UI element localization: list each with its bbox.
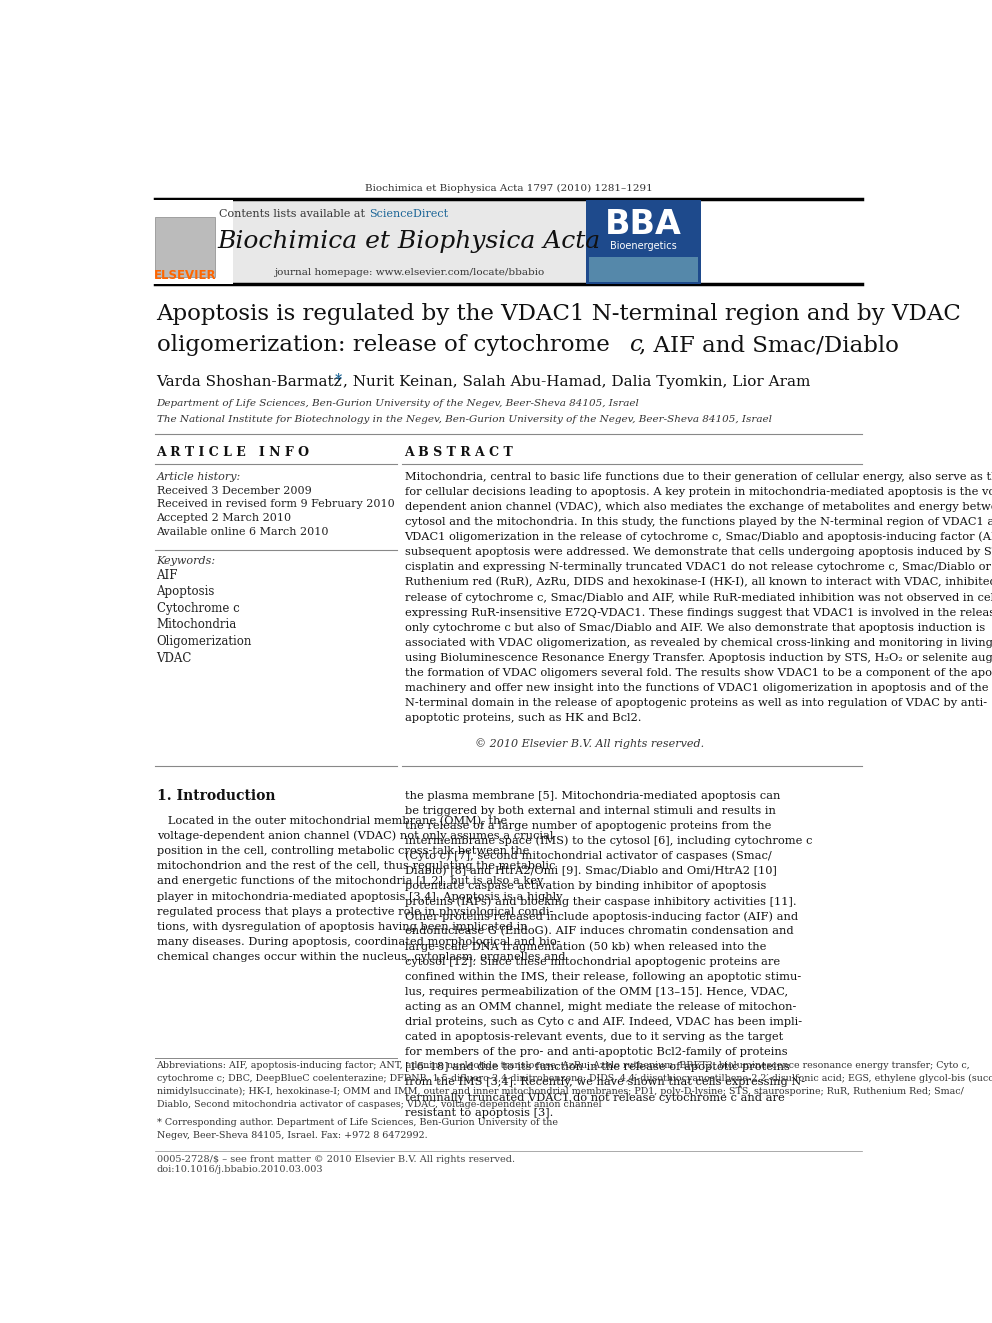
Text: voltage-dependent anion channel (VDAC) not only assumes a crucial: voltage-dependent anion channel (VDAC) n… (157, 831, 553, 841)
FancyBboxPatch shape (155, 217, 215, 278)
Text: Other proteins released include apoptosis-inducing factor (AIF) and: Other proteins released include apoptosi… (405, 912, 798, 922)
Text: regulated process that plays a protective role in physiological condi-: regulated process that plays a protectiv… (157, 906, 553, 917)
FancyBboxPatch shape (152, 200, 586, 283)
Text: Mitochondria, central to basic life functions due to their generation of cellula: Mitochondria, central to basic life func… (405, 472, 992, 482)
Text: endonuclease G (EndoG). AIF induces chromatin condensation and: endonuclease G (EndoG). AIF induces chro… (405, 926, 794, 937)
Text: apoptotic proteins, such as HK and Bcl2.: apoptotic proteins, such as HK and Bcl2. (405, 713, 641, 724)
Text: Received in revised form 9 February 2010: Received in revised form 9 February 2010 (157, 500, 394, 509)
Text: acting as an OMM channel, might mediate the release of mitochon-: acting as an OMM channel, might mediate … (405, 1002, 796, 1012)
Text: © 2010 Elsevier B.V. All rights reserved.: © 2010 Elsevier B.V. All rights reserved… (475, 738, 704, 749)
FancyBboxPatch shape (586, 200, 700, 283)
Text: dependent anion channel (VDAC), which also mediates the exchange of metabolites : dependent anion channel (VDAC), which al… (405, 501, 992, 512)
Text: cytosol [12]. Since these mitochondrial apoptogenic proteins are: cytosol [12]. Since these mitochondrial … (405, 957, 780, 967)
Text: ScienceDirect: ScienceDirect (369, 209, 448, 220)
Text: c: c (629, 335, 642, 356)
Text: *: * (335, 373, 342, 386)
Text: intermembrane space (IMS) to the cytosol [6], including cytochrome c: intermembrane space (IMS) to the cytosol… (405, 836, 811, 847)
Text: player in mitochondria-mediated apoptosis [3,4]. Apoptosis is a highly: player in mitochondria-mediated apoptosi… (157, 892, 562, 901)
Text: Available online 6 March 2010: Available online 6 March 2010 (157, 527, 329, 537)
Text: doi:10.1016/j.bbabio.2010.03.003: doi:10.1016/j.bbabio.2010.03.003 (157, 1166, 323, 1175)
Text: the release of a large number of apoptogenic proteins from the: the release of a large number of apoptog… (405, 820, 771, 831)
Text: N-terminal domain in the release of apoptogenic proteins as well as into regulat: N-terminal domain in the release of apop… (405, 699, 987, 708)
Text: lus, requires permeabilization of the OMM [13–15]. Hence, VDAC,: lus, requires permeabilization of the OM… (405, 987, 788, 998)
Text: terminally truncated VDAC1 do not release cytochrome c and are: terminally truncated VDAC1 do not releas… (405, 1093, 785, 1102)
Text: Contents lists available at: Contents lists available at (218, 209, 368, 220)
Text: from the IMS [3,4]. Recently, we have shown that cells expressing N-: from the IMS [3,4]. Recently, we have sh… (405, 1077, 805, 1088)
Text: subsequent apoptosis were addressed. We demonstrate that cells undergoing apopto: subsequent apoptosis were addressed. We … (405, 548, 992, 557)
Text: Cytochrome c: Cytochrome c (157, 602, 239, 615)
Text: journal homepage: www.elsevier.com/locate/bbabio: journal homepage: www.elsevier.com/locat… (274, 269, 545, 278)
Text: Located in the outer mitochondrial membrane (OMM), the: Located in the outer mitochondrial membr… (157, 816, 507, 827)
Text: cisplatin and expressing N-terminally truncated VDAC1 do not release cytochrome : cisplatin and expressing N-terminally tr… (405, 562, 992, 573)
Text: A B S T R A C T: A B S T R A C T (405, 446, 513, 459)
Text: release of cytochrome c, Smac/Diablo and AIF, while RuR-mediated inhibition was : release of cytochrome c, Smac/Diablo and… (405, 593, 992, 602)
Text: 1. Introduction: 1. Introduction (157, 789, 275, 803)
Text: nimidylsuccinate); HK-I, hexokinase-I; OMM and IMM, outer and inner mitochondria: nimidylsuccinate); HK-I, hexokinase-I; O… (157, 1088, 963, 1097)
Text: Biochimica et Biophysica Acta 1797 (2010) 1281–1291: Biochimica et Biophysica Acta 1797 (2010… (364, 184, 653, 193)
Text: for cellular decisions leading to apoptosis. A key protein in mitochondria-media: for cellular decisions leading to apopto… (405, 487, 992, 497)
Text: machinery and offer new insight into the functions of VDAC1 oligomerization in a: machinery and offer new insight into the… (405, 683, 992, 693)
Text: the plasma membrane [5]. Mitochondria-mediated apoptosis can: the plasma membrane [5]. Mitochondria-me… (405, 791, 780, 800)
Text: using Bioluminescence Resonance Energy Transfer. Apoptosis induction by STS, H₂O: using Bioluminescence Resonance Energy T… (405, 652, 992, 663)
Text: Mitochondria: Mitochondria (157, 618, 237, 631)
Text: chemical changes occur within the nucleus, cytoplasm, organelles and: chemical changes occur within the nucleu… (157, 953, 565, 962)
Text: cytochrome c; DBC, DeepBlueC coelenterazine; DFDNB, 1,5-difluoro-2,4-dinitrobenz: cytochrome c; DBC, DeepBlueC coelenteraz… (157, 1074, 992, 1084)
Text: tions, with dysregulation of apoptosis having been implicated in: tions, with dysregulation of apoptosis h… (157, 922, 527, 931)
Text: ELSEVIER: ELSEVIER (154, 269, 216, 282)
Text: cytosol and the mitochondria. In this study, the functions played by the N-termi: cytosol and the mitochondria. In this st… (405, 517, 992, 527)
Text: (Cyto c) [7], second mitochondrial activator of caspases (Smac/: (Cyto c) [7], second mitochondrial activ… (405, 851, 772, 861)
Text: potentiate caspase activation by binding inhibitor of apoptosis: potentiate caspase activation by binding… (405, 881, 766, 892)
Text: Keywords:: Keywords: (157, 557, 215, 566)
Text: cated in apoptosis-relevant events, due to it serving as the target: cated in apoptosis-relevant events, due … (405, 1032, 783, 1043)
Text: Received 3 December 2009: Received 3 December 2009 (157, 486, 311, 496)
Text: confined within the IMS, their release, following an apoptotic stimu-: confined within the IMS, their release, … (405, 972, 801, 982)
Text: proteins (IAPs) and blocking their caspase inhibitory activities [11].: proteins (IAPs) and blocking their caspa… (405, 896, 797, 906)
Text: Negev, Beer-Sheva 84105, Israel. Fax: +972 8 6472992.: Negev, Beer-Sheva 84105, Israel. Fax: +9… (157, 1131, 428, 1139)
Text: only cytochrome c but also of Smac/Diablo and AIF. We also demonstrate that apop: only cytochrome c but also of Smac/Diabl… (405, 623, 985, 632)
Text: , AIF and Smac/Diablo: , AIF and Smac/Diablo (639, 335, 899, 356)
Text: oligomerization: release of cytochrome: oligomerization: release of cytochrome (157, 335, 617, 356)
Text: Diablo, Second mitochondria activator of caspases; VDAC, voltage-dependent anion: Diablo, Second mitochondria activator of… (157, 1101, 601, 1109)
Text: resistant to apoptosis [3].: resistant to apoptosis [3]. (405, 1107, 553, 1118)
Text: and energetic functions of the mitochondria [1,2], but is also a key: and energetic functions of the mitochond… (157, 876, 543, 886)
Text: Bioenergetics: Bioenergetics (610, 241, 677, 251)
Text: * Corresponding author. Department of Life Sciences, Ben-Gurion University of th: * Corresponding author. Department of Li… (157, 1118, 558, 1127)
Text: Abbreviations: AIF, apoptosis-inducing factor; ANT, adenine nucleotide transloca: Abbreviations: AIF, apoptosis-inducing f… (157, 1061, 970, 1070)
Text: large-scale DNA fragmentation (50 kb) when released into the: large-scale DNA fragmentation (50 kb) wh… (405, 942, 766, 953)
Text: BBA: BBA (605, 208, 682, 241)
Text: Apoptosis is regulated by the VDAC1 N-terminal region and by VDAC: Apoptosis is regulated by the VDAC1 N-te… (157, 303, 961, 325)
Text: the formation of VDAC oligomers several fold. The results show VDAC1 to be a com: the formation of VDAC oligomers several … (405, 668, 992, 677)
Text: VDAC: VDAC (157, 652, 191, 664)
Text: Varda Shoshan-Barmatz: Varda Shoshan-Barmatz (157, 374, 347, 389)
Text: Accepted 2 March 2010: Accepted 2 March 2010 (157, 513, 292, 524)
Text: Apoptosis: Apoptosis (157, 585, 215, 598)
Text: position in the cell, controlling metabolic cross-talk between the: position in the cell, controlling metabo… (157, 847, 529, 856)
Text: Oligomerization: Oligomerization (157, 635, 252, 648)
Text: be triggered by both external and internal stimuli and results in: be triggered by both external and intern… (405, 806, 776, 816)
Text: for members of the pro- and anti-apoptotic Bcl2-family of proteins: for members of the pro- and anti-apoptot… (405, 1048, 788, 1057)
Text: mitochondrion and the rest of the cell, thus regulating the metabolic: mitochondrion and the rest of the cell, … (157, 861, 555, 872)
Text: VDAC1 oligomerization in the release of cytochrome c, Smac/Diablo and apoptosis-: VDAC1 oligomerization in the release of … (405, 532, 992, 542)
FancyBboxPatch shape (152, 200, 233, 283)
Text: The National Institute for Biotechnology in the Negev, Ben-Gurion University of : The National Institute for Biotechnology… (157, 414, 772, 423)
Text: [16–18] and due to its function in the release of apoptotic proteins: [16–18] and due to its function in the r… (405, 1062, 790, 1073)
Text: many diseases. During apoptosis, coordinated morphological and bio-: many diseases. During apoptosis, coordin… (157, 937, 560, 947)
Text: Biochimica et Biophysica Acta: Biochimica et Biophysica Acta (217, 230, 601, 253)
Text: associated with VDAC oligomerization, as revealed by chemical cross-linking and : associated with VDAC oligomerization, as… (405, 638, 992, 648)
Text: drial proteins, such as Cyto c and AIF. Indeed, VDAC has been impli-: drial proteins, such as Cyto c and AIF. … (405, 1017, 802, 1027)
Text: A R T I C L E   I N F O: A R T I C L E I N F O (157, 446, 310, 459)
Text: Article history:: Article history: (157, 472, 241, 482)
Text: Diablo) [8] and HtrA2/Omi [9]. Smac/Diablo and Omi/HtrA2 [10]: Diablo) [8] and HtrA2/Omi [9]. Smac/Diab… (405, 867, 777, 876)
Text: expressing RuR-insensitive E72Q-VDAC1. These findings suggest that VDAC1 is invo: expressing RuR-insensitive E72Q-VDAC1. T… (405, 607, 992, 618)
Text: Department of Life Sciences, Ben-Gurion University of the Negev, Beer-Sheva 8410: Department of Life Sciences, Ben-Gurion … (157, 400, 640, 407)
Text: 0005-2728/$ – see front matter © 2010 Elsevier B.V. All rights reserved.: 0005-2728/$ – see front matter © 2010 El… (157, 1155, 515, 1164)
FancyBboxPatch shape (589, 257, 697, 282)
Text: AIF: AIF (157, 569, 178, 582)
Text: Ruthenium red (RuR), AzRu, DIDS and hexokinase-I (HK-I), all known to interact w: Ruthenium red (RuR), AzRu, DIDS and hexo… (405, 577, 992, 587)
Text: , Nurit Keinan, Salah Abu-Hamad, Dalia Tyomkin, Lior Aram: , Nurit Keinan, Salah Abu-Hamad, Dalia T… (342, 374, 809, 389)
